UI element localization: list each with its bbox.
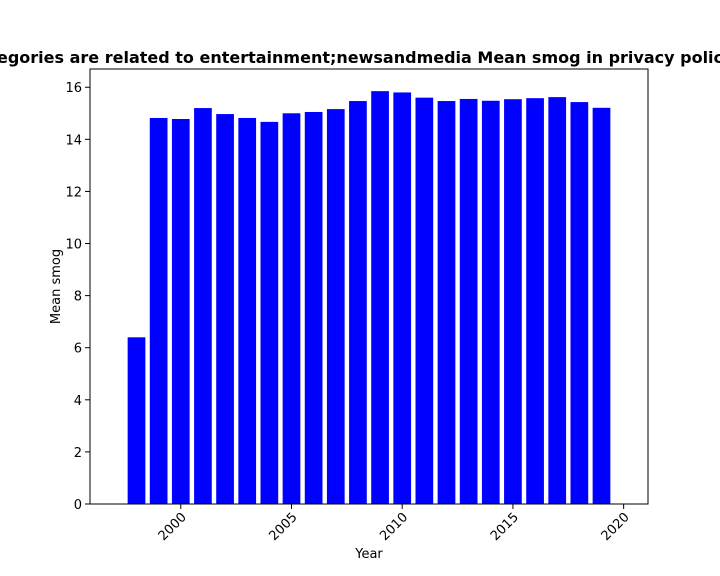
bar-2000 [171, 119, 190, 505]
bar-2014 [481, 100, 500, 504]
y-tick-label: 6 [74, 342, 82, 357]
y-tick-label: 14 [65, 133, 82, 148]
x-axis-ticks: 2000 2005 2010 2015 2020 [156, 504, 633, 544]
bar-2007 [326, 109, 345, 504]
bar-1998 [127, 337, 146, 504]
bar-2016 [526, 98, 544, 505]
bar-2004 [260, 121, 279, 504]
y-axis-label: Mean smog [49, 249, 64, 324]
bar-2002 [216, 114, 234, 505]
bar-1999 [149, 117, 168, 504]
y-tick-label: 4 [74, 394, 82, 409]
y-tick-label: 12 [65, 185, 82, 200]
bar-2012 [437, 101, 456, 504]
chart-title: egories are related to entertainment;new… [0, 48, 720, 67]
bar-2011 [415, 97, 434, 504]
y-tick-label: 0 [74, 498, 82, 513]
bar-2018 [570, 102, 589, 504]
y-tick-label: 10 [65, 238, 82, 253]
bar-2019 [592, 107, 611, 505]
bar-2005 [282, 113, 301, 505]
bar-2008 [349, 101, 367, 504]
x-tick-label: 2005 [266, 510, 300, 544]
y-tick-label: 8 [74, 290, 82, 305]
bar-2010 [393, 92, 412, 504]
bar-2003 [238, 117, 257, 504]
bar-2013 [459, 98, 478, 505]
x-tick-label: 2020 [599, 510, 633, 544]
y-axis-ticks: 0 2 4 6 8 10 12 14 16 [65, 81, 90, 513]
bars-group [127, 91, 611, 505]
y-tick-label: 16 [65, 81, 82, 96]
x-axis-label: Year [354, 547, 383, 562]
x-tick-label: 2015 [488, 510, 522, 544]
bar-2001 [194, 108, 212, 505]
x-tick-label: 2000 [156, 510, 190, 544]
x-tick-label: 2010 [377, 510, 411, 544]
y-tick-label: 2 [74, 446, 82, 461]
bar-2006 [304, 111, 323, 505]
bar-2015 [504, 99, 522, 504]
plot-frame [89, 68, 649, 505]
bar-2017 [548, 97, 567, 504]
bar-2009 [371, 91, 389, 504]
